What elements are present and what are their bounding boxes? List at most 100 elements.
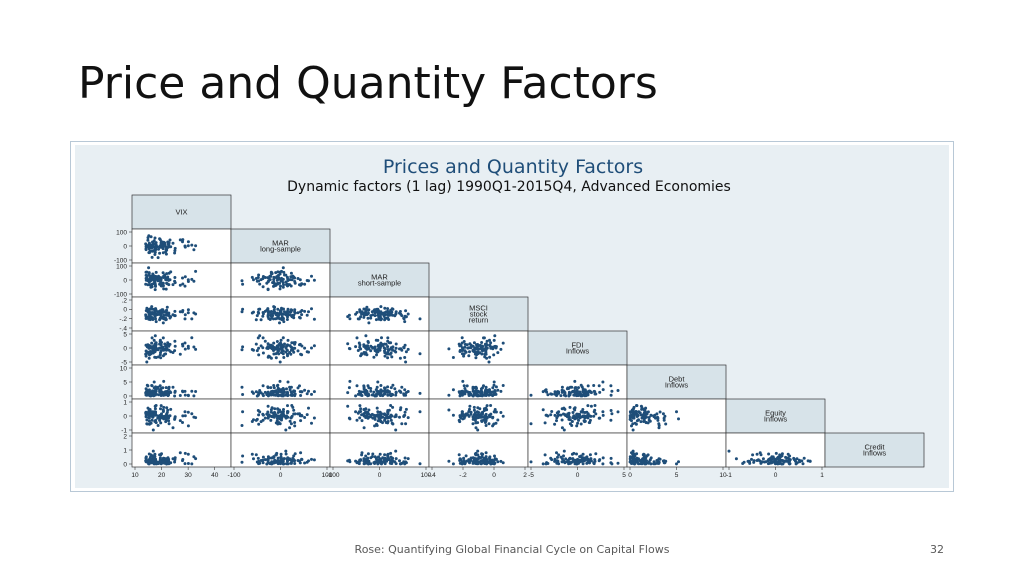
data-point [256,310,260,314]
data-point [162,417,166,421]
data-point [159,316,163,320]
data-point [183,284,187,288]
x-tick-label: 30 [185,472,193,479]
data-point [373,314,377,318]
x-tick-label: 0 [279,472,283,479]
data-point [278,459,282,463]
data-point [451,388,455,392]
x-tick-label: 0 [576,472,580,479]
data-point [383,453,387,457]
data-point [284,280,288,284]
data-point [581,414,585,418]
data-point [418,317,422,321]
data-point [365,413,369,417]
x-tick-label: -.2 [459,472,467,479]
data-point [601,413,605,417]
data-point [168,238,172,242]
data-point [261,311,265,314]
data-point [347,458,351,462]
data-point [146,283,150,287]
data-point [364,309,368,313]
data-point [258,389,262,392]
data-point [564,394,568,398]
data-point [544,388,548,392]
data-point [298,412,301,416]
data-point [366,452,370,456]
data-point [403,388,407,392]
data-point [584,456,588,460]
data-point [492,422,496,426]
data-point [165,247,169,250]
data-point [283,273,286,277]
data-point [375,307,378,311]
data-point [559,413,563,417]
data-point [186,280,190,283]
data-point [158,309,162,313]
data-point [386,456,390,460]
variable-label: long-sample [260,245,301,254]
data-point [371,452,375,456]
data-point [367,321,371,325]
data-point [272,386,276,390]
data-point [472,405,476,409]
data-point [386,385,390,389]
data-point [474,426,478,430]
data-point [362,426,366,430]
data-point [293,452,297,456]
data-point [406,390,410,393]
data-point [257,307,261,311]
data-point [601,456,605,460]
data-point [475,353,479,357]
data-point [355,418,359,422]
data-point [564,414,568,418]
data-point [145,360,149,364]
data-point [373,346,377,350]
data-point [151,415,155,419]
data-point [279,284,282,288]
data-point [164,343,168,347]
data-point [365,390,369,394]
data-point [153,288,157,292]
data-point [266,416,270,420]
data-point [462,456,466,460]
data-point [559,394,563,398]
data-point [634,459,638,463]
data-point [165,406,169,410]
data-point [158,338,162,342]
data-point [261,418,265,422]
data-point [484,385,488,389]
data-point [367,408,371,412]
data-point [154,421,158,425]
data-point [381,389,384,393]
data-point [466,346,470,350]
data-point [460,336,464,340]
data-point [366,462,370,466]
data-point [167,414,171,418]
data-point [159,243,163,247]
data-point [348,317,352,321]
data-point [380,336,383,340]
data-point [541,462,545,466]
data-point [146,384,150,388]
data-point [586,459,590,463]
data-point [479,387,483,391]
data-point [402,415,406,418]
data-point [399,390,403,394]
data-point [154,241,158,245]
data-point [378,348,382,352]
data-point [492,392,496,396]
data-point [354,459,358,463]
data-point [167,385,171,389]
data-point [181,342,184,346]
data-point [727,449,731,453]
data-point [275,340,279,343]
data-point [774,462,777,466]
data-point [581,457,585,461]
data-point [300,353,304,357]
data-point [386,409,390,412]
data-point [494,346,498,350]
footer-text: Rose: Quantifying Global Financial Cycle… [354,543,670,556]
data-point [270,312,274,316]
data-point [592,384,596,387]
data-point [307,389,310,393]
